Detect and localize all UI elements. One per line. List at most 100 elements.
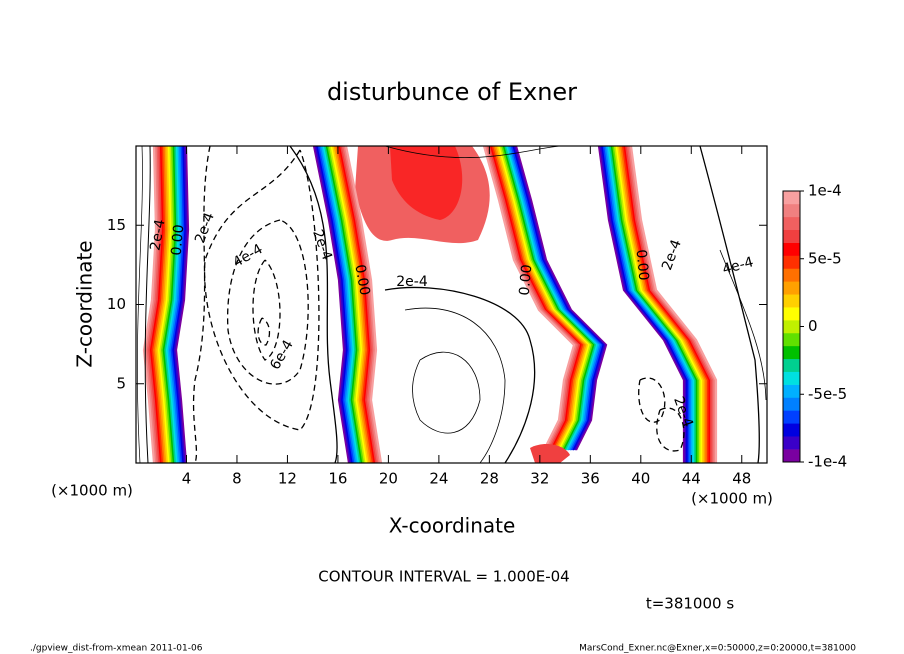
contour-band — [601, 145, 689, 463]
contour-band — [626, 145, 714, 463]
time-label: t=381000 s — [646, 595, 734, 613]
contour-label: 2e-4 — [659, 237, 685, 272]
y-tick-label: 10 — [107, 295, 126, 313]
contour-band — [314, 145, 352, 464]
contour-band — [142, 145, 158, 464]
contour-band — [505, 145, 598, 451]
colorbar-band — [783, 345, 800, 360]
contour-band — [494, 145, 587, 451]
contour-band — [511, 145, 605, 451]
colorbar-band — [783, 358, 800, 372]
contour-band — [162, 145, 177, 464]
contour-band — [489, 145, 582, 451]
contour-band — [513, 145, 606, 451]
contour-band — [486, 145, 579, 451]
contour-band — [610, 145, 698, 463]
x-tick-label: 12 — [278, 470, 297, 488]
x-tick-label: 4 — [182, 470, 192, 488]
contour-band — [335, 145, 373, 464]
x-tick-label: 36 — [581, 470, 600, 488]
contour-band — [629, 145, 718, 463]
footer-right: MarsCond_Exner.nc@Exner,x=0:50000,z=0:20… — [579, 644, 856, 654]
contour-label: 0.00 — [169, 224, 188, 256]
contour-label: 2e-4 — [396, 274, 428, 290]
colorbar-band — [783, 436, 800, 450]
contour-band — [607, 145, 695, 463]
x-axis-label: X-coordinate — [389, 514, 516, 538]
x-unit: (×1000 m) — [51, 482, 133, 500]
colorbar-band — [783, 216, 800, 231]
contour-band — [325, 145, 363, 464]
colorbar-band — [783, 423, 800, 437]
colorbar-band — [783, 229, 800, 243]
contour-band — [341, 145, 379, 464]
contour-band — [150, 145, 166, 464]
contour-label: 0.00 — [633, 249, 652, 281]
contour-band — [154, 145, 169, 464]
contour-band — [620, 145, 708, 463]
contour-band — [495, 145, 589, 451]
contour-band — [160, 145, 175, 464]
contour-band — [328, 145, 367, 464]
contour-band — [503, 145, 597, 451]
contour-band — [316, 145, 354, 464]
colorbar-band — [783, 384, 800, 398]
colorbar-band — [783, 203, 800, 218]
x-tick-label: 48 — [732, 470, 751, 488]
contour-band — [152, 145, 167, 464]
contour-band — [502, 145, 595, 451]
contour-band — [168, 145, 183, 464]
contour-band — [623, 145, 711, 463]
positive-region — [390, 146, 463, 220]
contour-field — [142, 145, 718, 464]
contour-band — [166, 145, 182, 464]
contour-band — [332, 145, 370, 464]
colorbar-band — [783, 371, 800, 385]
contour-band — [625, 145, 713, 463]
contour-band — [158, 145, 174, 464]
contour-band — [612, 145, 700, 463]
colorbar-band — [783, 294, 800, 308]
contour-band — [602, 145, 690, 463]
contour-band — [149, 145, 164, 464]
contour-band — [317, 145, 355, 464]
x-tick-label: 40 — [631, 470, 650, 488]
contour-label: 2e-4 — [192, 210, 218, 245]
colorbar-band — [783, 281, 800, 295]
contour-band — [497, 145, 590, 451]
contour-band — [163, 145, 178, 464]
contour-band — [609, 145, 697, 463]
contour-band — [618, 145, 706, 463]
contour-band — [482, 145, 576, 451]
colorbar-tick-label: 0 — [808, 317, 818, 335]
colorbar-band — [783, 320, 800, 334]
contour-band — [508, 145, 601, 451]
contour-label: 0.00 — [517, 264, 536, 296]
contour-band — [628, 145, 716, 463]
colorbar-tick-label: -5e-5 — [808, 385, 847, 403]
contour-band — [340, 145, 378, 464]
contour-labels: 2e-4 0.00 2e-4 4e-4 6e-4 2e-4 0.00 2e-4 … — [147, 210, 755, 429]
contour-band — [500, 145, 593, 451]
contour-band — [157, 145, 172, 464]
colorbar-tick-label: 5e-5 — [808, 249, 842, 267]
contour-band — [490, 145, 584, 451]
colorbar-band — [783, 397, 800, 411]
contour-band — [617, 145, 705, 463]
contour-band — [312, 145, 351, 464]
contour-band — [320, 145, 359, 464]
contour-band — [173, 145, 188, 464]
contour-band — [338, 145, 376, 464]
chart-title: disturbunce of Exner — [327, 78, 577, 106]
contour-label: 4e-4 — [721, 254, 756, 278]
x-tick-label: 16 — [328, 470, 347, 488]
contour-band — [615, 145, 703, 463]
colorbar-band — [783, 255, 800, 269]
contour-band — [510, 145, 603, 451]
colorbar-tick-label: -1e-4 — [808, 453, 847, 471]
contour-band — [324, 145, 362, 464]
contour-band — [613, 145, 702, 463]
contour-band — [487, 145, 581, 451]
contour-band — [322, 145, 360, 464]
